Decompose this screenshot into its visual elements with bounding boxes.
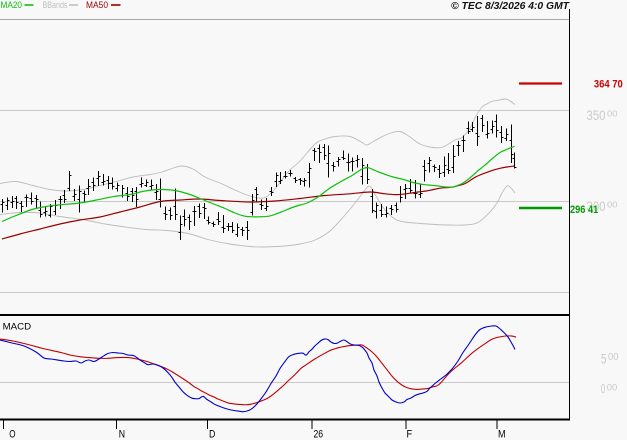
svg-text:O: O: [9, 429, 16, 440]
svg-text:00: 00: [607, 109, 618, 119]
svg-text:5: 5: [601, 350, 607, 366]
svg-text:00: 00: [607, 383, 618, 394]
svg-text:00: 00: [608, 352, 619, 363]
svg-text:296 41: 296 41: [570, 204, 598, 216]
svg-text:MA20: MA20: [1, 0, 23, 10]
svg-text:© TEC 8/3/2026 4:0 GMT: © TEC 8/3/2026 4:0 GMT: [451, 1, 570, 12]
svg-text:MACD: MACD: [3, 322, 32, 333]
svg-text:0: 0: [601, 382, 605, 396]
svg-text:00: 00: [607, 199, 618, 209]
svg-text:BBands: BBands: [43, 0, 68, 10]
svg-text:N: N: [119, 429, 125, 440]
svg-text:364 70: 364 70: [594, 79, 623, 91]
svg-text:350: 350: [587, 108, 606, 123]
svg-text:MA50: MA50: [86, 0, 108, 10]
svg-text:M: M: [498, 429, 506, 440]
svg-text:D: D: [209, 429, 215, 440]
svg-text:F: F: [407, 429, 413, 440]
svg-text:300: 300: [587, 199, 606, 214]
svg-text:26: 26: [314, 429, 324, 440]
